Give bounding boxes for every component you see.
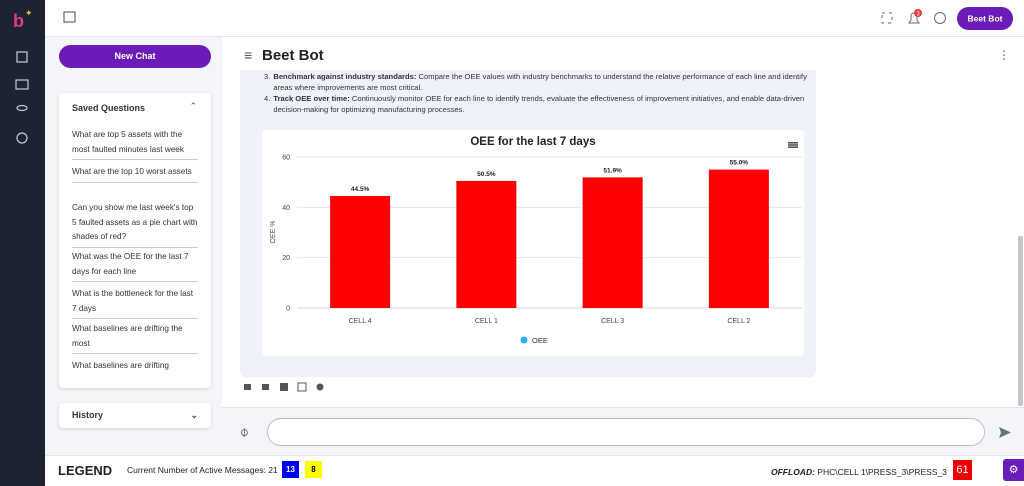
history-title[interactable]: History bbox=[72, 410, 104, 420]
item-marker: 3. bbox=[264, 72, 271, 81]
media-icon[interactable] bbox=[15, 79, 29, 90]
dashboard-icon[interactable] bbox=[16, 51, 28, 63]
saved-question[interactable]: What are the top 10 worst assets bbox=[72, 165, 198, 183]
chat-input[interactable] bbox=[267, 418, 985, 446]
settings-icon[interactable] bbox=[316, 383, 324, 391]
chart-card: OEE for the last 7 days OEE % 0 20 40 60 CELL … bbox=[262, 130, 804, 356]
bar bbox=[330, 196, 391, 308]
y-axis-label: OEE % bbox=[270, 221, 277, 244]
bar bbox=[708, 169, 769, 308]
settings-icon[interactable] bbox=[16, 132, 28, 144]
new-chat-button[interactable]: New Chat bbox=[59, 45, 211, 68]
sitemap-icon[interactable] bbox=[63, 11, 76, 23]
user-button-label[interactable]: Beet Bot bbox=[968, 14, 1003, 24]
menu-icon[interactable]: ≡ bbox=[244, 47, 253, 63]
y-tick-label: 60 bbox=[282, 155, 290, 162]
data-label: 50.5% bbox=[477, 171, 496, 178]
user-button[interactable] bbox=[957, 7, 1013, 30]
chart-menu-icon bbox=[788, 144, 798, 146]
save-icon[interactable] bbox=[280, 383, 288, 391]
offload: OFFLOAD: PHC\CELL 1\PRESS_3\PRESS_3 bbox=[771, 467, 947, 477]
topbar-icons: 3 Beet Bot bbox=[63, 7, 1013, 30]
chat-title: Beet Bot bbox=[262, 47, 324, 64]
send-icon[interactable] bbox=[999, 427, 1011, 438]
logo-spark: ✦ bbox=[25, 8, 33, 18]
offload-label: OFFLOAD: bbox=[771, 467, 815, 477]
item-text: Compare the OEE values with industry ben… bbox=[273, 72, 807, 92]
y-tick-label: 40 bbox=[282, 205, 290, 212]
like-icon[interactable] bbox=[262, 384, 269, 390]
x-tick-label: CELL 2 bbox=[727, 318, 750, 325]
send-button[interactable] bbox=[998, 426, 1012, 439]
chart: OEE for the last 7 days OEE % 0 20 40 60 CELL … bbox=[270, 136, 802, 345]
saved-question[interactable]: What is the bottleneck for the last 7 da… bbox=[72, 287, 198, 319]
fullscreen-icon[interactable] bbox=[881, 12, 893, 24]
bar bbox=[456, 180, 517, 308]
saved-question[interactable]: Can you show me last week's top 5 faulte… bbox=[72, 201, 198, 248]
logo: b bbox=[13, 11, 24, 31]
legend-label: OEE bbox=[532, 336, 548, 345]
dislike-icon[interactable] bbox=[244, 384, 251, 390]
x-tick-label: CELL 3 bbox=[601, 318, 624, 325]
table-icon[interactable] bbox=[297, 382, 307, 392]
item-heading: Track OEE over time: bbox=[273, 94, 350, 103]
y-tick-label: 0 bbox=[286, 306, 290, 313]
collapse-icon[interactable]: ⌃ bbox=[189, 101, 197, 111]
item-body: Benchmark against industry standards: Co… bbox=[273, 71, 809, 93]
message-item: 3. Benchmark against industry standards: … bbox=[264, 71, 809, 93]
item-body: Track OEE over time: Continuously monito… bbox=[273, 93, 809, 115]
chart-menu-icon bbox=[788, 146, 798, 148]
data-label: 44.5% bbox=[351, 186, 370, 193]
chart-title: OEE for the last 7 days bbox=[470, 136, 595, 148]
bar bbox=[582, 177, 643, 308]
more-icon[interactable]: ⋮ bbox=[998, 48, 1010, 62]
y-tick-label: 20 bbox=[282, 255, 290, 262]
message-list: 3. Benchmark against industry standards: … bbox=[264, 71, 809, 115]
account-icon[interactable] bbox=[934, 12, 946, 24]
message-actions bbox=[244, 382, 324, 392]
expand-icon[interactable]: ⌄ bbox=[190, 410, 198, 420]
offload-count: 61 bbox=[953, 460, 972, 480]
scrollbar[interactable] bbox=[1018, 236, 1023, 406]
message-item: 4. Track OEE over time: Continuously moni… bbox=[264, 93, 809, 115]
active-messages: Current Number of Active Messages: 21 bbox=[127, 465, 278, 475]
saved-questions: Saved Questions ⌃ What are top 5 assets … bbox=[59, 93, 211, 388]
notification-badge bbox=[914, 9, 922, 17]
item-text: Continuously monitor OEE for each line t… bbox=[273, 94, 805, 114]
legend-marker bbox=[520, 336, 528, 344]
notification-count: 3 bbox=[916, 12, 920, 18]
x-tick-label: CELL 1 bbox=[475, 318, 498, 325]
data-label: 55.0% bbox=[730, 160, 749, 167]
saved-question[interactable]: What baselines are drifting bbox=[72, 361, 169, 370]
saved-question[interactable]: What are top 5 assets with the most faul… bbox=[72, 128, 198, 160]
saved-questions-title[interactable]: Saved Questions bbox=[72, 103, 146, 113]
active-messages-label: Current Number of Active Messages: bbox=[127, 465, 266, 475]
saved-question[interactable]: What was the OEE for the last 7 days for… bbox=[72, 250, 198, 282]
rail-icons: b ✦ bbox=[13, 8, 33, 144]
offload-path: PHC\CELL 1\PRESS_3\PRESS_3 bbox=[817, 467, 947, 477]
footer bbox=[45, 455, 1024, 486]
chart-menu-icon bbox=[788, 142, 798, 144]
badge-blue: 13 bbox=[282, 461, 299, 478]
data-label: 51.9% bbox=[603, 167, 622, 174]
saved-question[interactable]: What baselines are drifting the most bbox=[72, 322, 198, 354]
history[interactable]: History ⌄ bbox=[59, 403, 211, 428]
nav-rail: b ✦ bbox=[0, 0, 45, 486]
item-heading: Benchmark against industry standards: bbox=[273, 72, 417, 81]
x-tick-label: CELL 4 bbox=[349, 318, 372, 325]
badge-yellow: 8 bbox=[305, 461, 322, 478]
settings-button[interactable]: ⚙ bbox=[1003, 459, 1024, 481]
legend-label: LEGEND bbox=[58, 463, 113, 478]
database-icon[interactable] bbox=[16, 104, 28, 112]
top-bar: 3 Beet Bot bbox=[45, 0, 1024, 37]
item-marker: 4. bbox=[264, 94, 271, 103]
active-messages-count: 21 bbox=[268, 465, 278, 475]
